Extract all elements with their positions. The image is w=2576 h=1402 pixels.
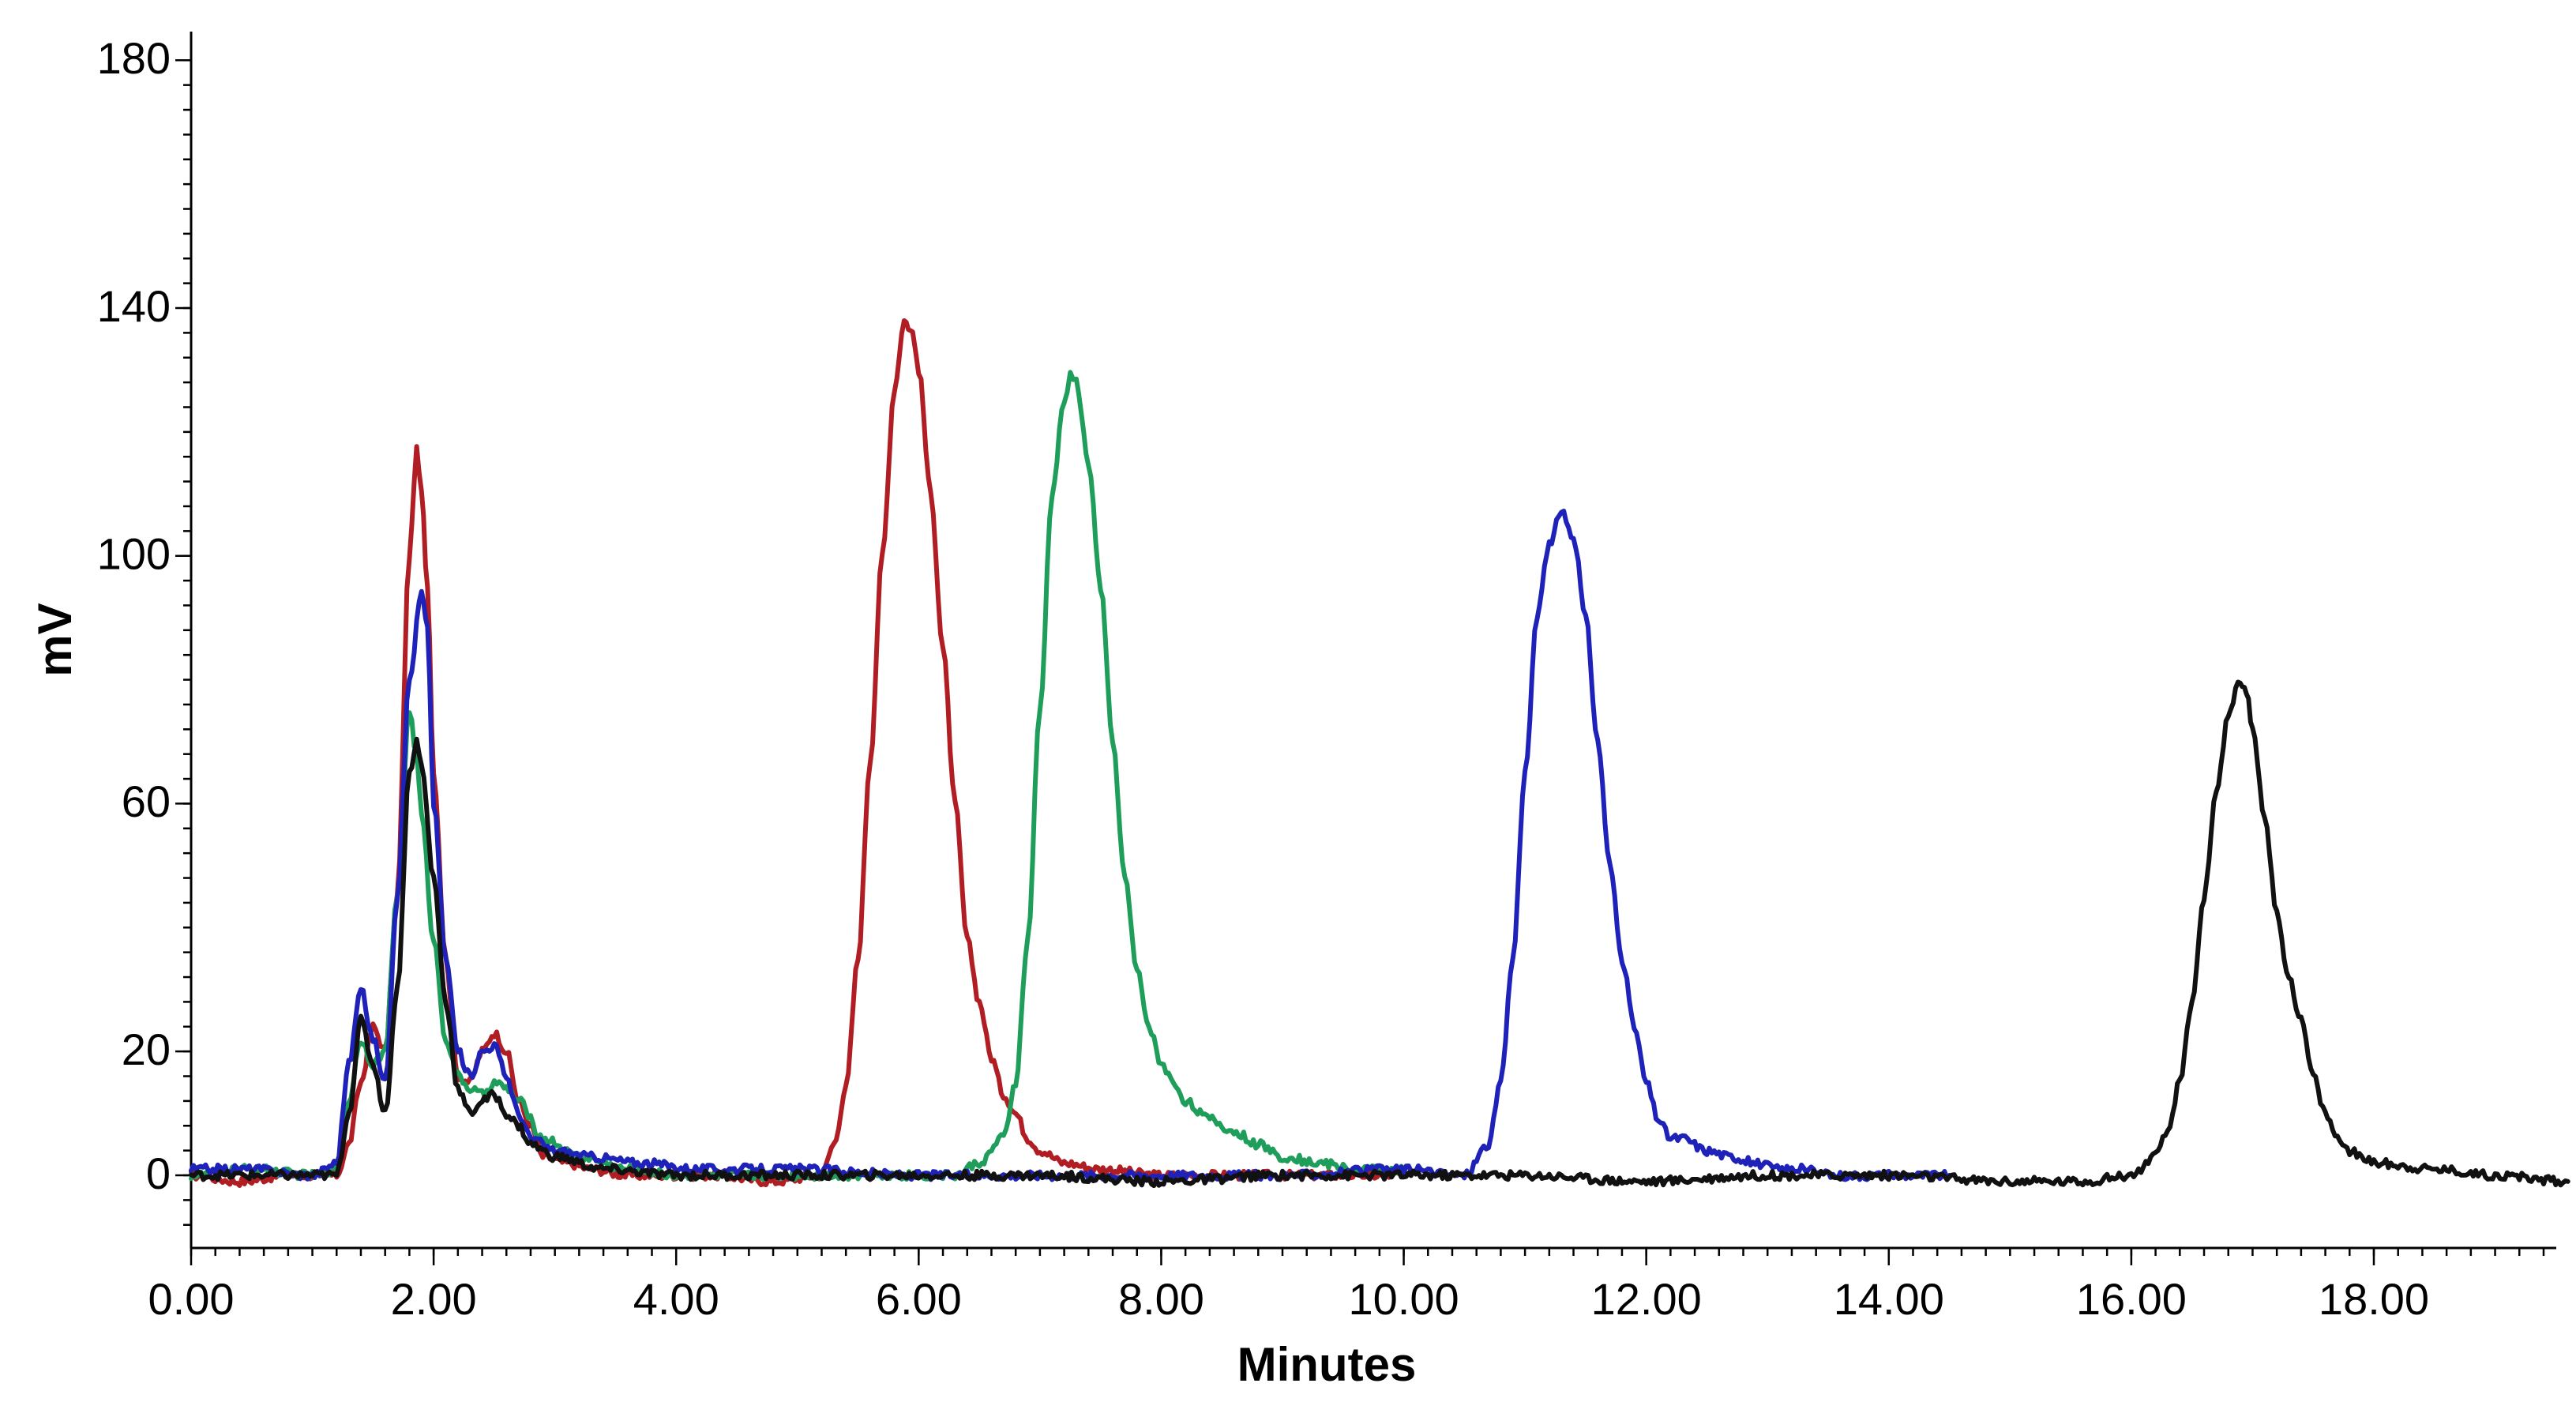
major-ticks: 0.00 2.00 4.00 6.00 8.00 10.00 12.00 14.00 16.00…	[97, 33, 2430, 1324]
y-tick-label: 0	[146, 1148, 171, 1198]
y-tick-label: 60	[122, 776, 171, 826]
x-tick-label: 12.00	[1591, 1274, 1702, 1324]
x-tick-label: 2.00	[391, 1274, 477, 1324]
x-tick-label: 4.00	[633, 1274, 719, 1324]
y-tick-label: 180	[97, 33, 171, 83]
x-axis-title: Minutes	[1237, 1338, 1417, 1391]
axes	[190, 32, 2556, 1250]
x-tick-label: 16.00	[2076, 1274, 2187, 1324]
x-tick-label: 0.00	[148, 1274, 235, 1324]
series-lines	[189, 318, 2570, 1189]
y-tick-label: 20	[122, 1024, 171, 1074]
minor-ticks	[183, 59, 2545, 1256]
x-tick-label: 18.00	[2319, 1274, 2429, 1324]
series-black-line	[189, 679, 2570, 1189]
series-red-line	[189, 318, 1406, 1188]
y-tick-label: 140	[97, 281, 171, 331]
x-tick-label: 8.00	[1118, 1274, 1204, 1324]
x-tick-label: 14.00	[1834, 1274, 1944, 1324]
y-axis-title: mV	[28, 603, 81, 676]
series-green-line	[189, 370, 1406, 1182]
x-tick-label: 10.00	[1348, 1274, 1459, 1324]
x-tick-label: 6.00	[876, 1274, 962, 1324]
y-tick-label: 100	[97, 529, 171, 579]
